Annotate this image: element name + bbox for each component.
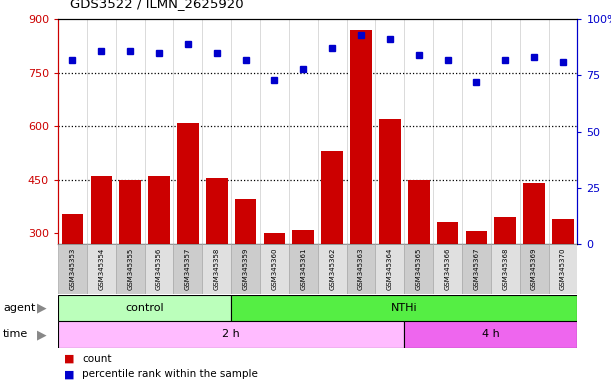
Text: GSM345370: GSM345370 [560, 248, 566, 290]
Bar [549, 244, 577, 294]
Bar [404, 244, 433, 294]
Bar [437, 222, 458, 340]
Text: GSM345369: GSM345369 [531, 248, 537, 290]
Bar [260, 244, 289, 294]
Bar [145, 244, 174, 294]
Bar [466, 231, 487, 340]
Text: GSM345353: GSM345353 [70, 248, 76, 290]
Bar [58, 321, 404, 348]
Bar [87, 244, 115, 294]
Bar [375, 244, 404, 294]
Text: ■: ■ [64, 354, 75, 364]
Text: GSM345354: GSM345354 [98, 248, 104, 290]
Bar [318, 244, 346, 294]
Bar [523, 183, 545, 340]
Bar [293, 230, 314, 340]
Bar [289, 244, 318, 294]
Text: count: count [82, 354, 112, 364]
Bar [206, 178, 227, 340]
Text: NTHi: NTHi [391, 303, 417, 313]
Bar [346, 244, 375, 294]
Text: GSM345357: GSM345357 [185, 248, 191, 290]
Text: GSM345356: GSM345356 [156, 248, 162, 290]
Bar [62, 214, 83, 340]
Bar [231, 295, 577, 321]
Text: GSM345363: GSM345363 [358, 248, 364, 290]
Text: GSM345355: GSM345355 [127, 248, 133, 290]
Bar [520, 244, 549, 294]
Bar [350, 30, 372, 340]
Text: ▶: ▶ [37, 328, 46, 341]
Text: time: time [3, 329, 28, 339]
Text: GSM345365: GSM345365 [415, 248, 422, 290]
Text: control: control [125, 303, 164, 313]
Bar [115, 244, 145, 294]
Bar [231, 244, 260, 294]
Bar [552, 219, 574, 340]
Text: percentile rank within the sample: percentile rank within the sample [82, 369, 258, 379]
Bar [491, 244, 520, 294]
Text: GSM345361: GSM345361 [300, 248, 306, 290]
Bar [433, 244, 462, 294]
Bar [119, 180, 141, 340]
Text: 2 h: 2 h [222, 329, 240, 339]
Bar [494, 217, 516, 340]
Text: GSM345360: GSM345360 [271, 248, 277, 290]
Bar [462, 244, 491, 294]
Bar [58, 295, 231, 321]
Text: GSM345362: GSM345362 [329, 248, 335, 290]
Bar [235, 199, 257, 340]
Bar [408, 180, 430, 340]
Text: GSM345368: GSM345368 [502, 248, 508, 290]
Text: agent: agent [3, 303, 35, 313]
Text: GSM345358: GSM345358 [214, 248, 220, 290]
Text: ▶: ▶ [37, 301, 46, 314]
Bar [404, 321, 577, 348]
Bar [177, 122, 199, 340]
Text: GDS3522 / ILMN_2625920: GDS3522 / ILMN_2625920 [70, 0, 244, 10]
Text: GSM345367: GSM345367 [474, 248, 480, 290]
Bar [379, 119, 401, 340]
Bar [90, 176, 112, 340]
Text: GSM345366: GSM345366 [445, 248, 450, 290]
Text: GSM345359: GSM345359 [243, 248, 249, 290]
Text: 4 h: 4 h [482, 329, 500, 339]
Bar [174, 244, 202, 294]
Bar [58, 244, 87, 294]
Bar [148, 176, 170, 340]
Bar [263, 233, 285, 340]
Text: ■: ■ [64, 369, 75, 379]
Bar [202, 244, 231, 294]
Text: GSM345364: GSM345364 [387, 248, 393, 290]
Bar [321, 151, 343, 340]
